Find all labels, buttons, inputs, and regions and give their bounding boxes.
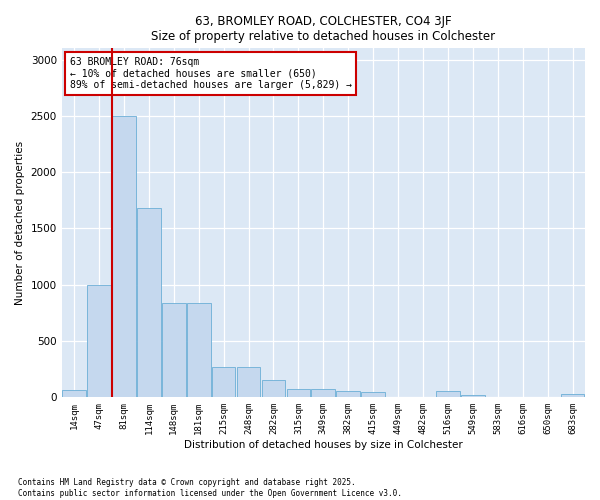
Bar — [561, 394, 584, 398]
Bar — [237, 368, 260, 398]
Text: 63 BROMLEY ROAD: 76sqm
← 10% of detached houses are smaller (650)
89% of semi-de: 63 BROMLEY ROAD: 76sqm ← 10% of detached… — [70, 57, 352, 90]
Bar — [162, 303, 185, 398]
Bar — [62, 390, 86, 398]
Bar — [112, 116, 136, 398]
Bar — [337, 391, 360, 398]
X-axis label: Distribution of detached houses by size in Colchester: Distribution of detached houses by size … — [184, 440, 463, 450]
Bar — [87, 285, 111, 398]
Bar — [461, 395, 485, 398]
Bar — [311, 390, 335, 398]
Y-axis label: Number of detached properties: Number of detached properties — [15, 141, 25, 305]
Bar — [436, 391, 460, 398]
Bar — [212, 368, 235, 398]
Bar — [187, 303, 211, 398]
Bar — [262, 380, 286, 398]
Bar — [361, 392, 385, 398]
Text: Contains HM Land Registry data © Crown copyright and database right 2025.
Contai: Contains HM Land Registry data © Crown c… — [18, 478, 402, 498]
Bar — [137, 208, 161, 398]
Bar — [287, 389, 310, 398]
Title: 63, BROMLEY ROAD, COLCHESTER, CO4 3JF
Size of property relative to detached hous: 63, BROMLEY ROAD, COLCHESTER, CO4 3JF Si… — [151, 15, 496, 43]
